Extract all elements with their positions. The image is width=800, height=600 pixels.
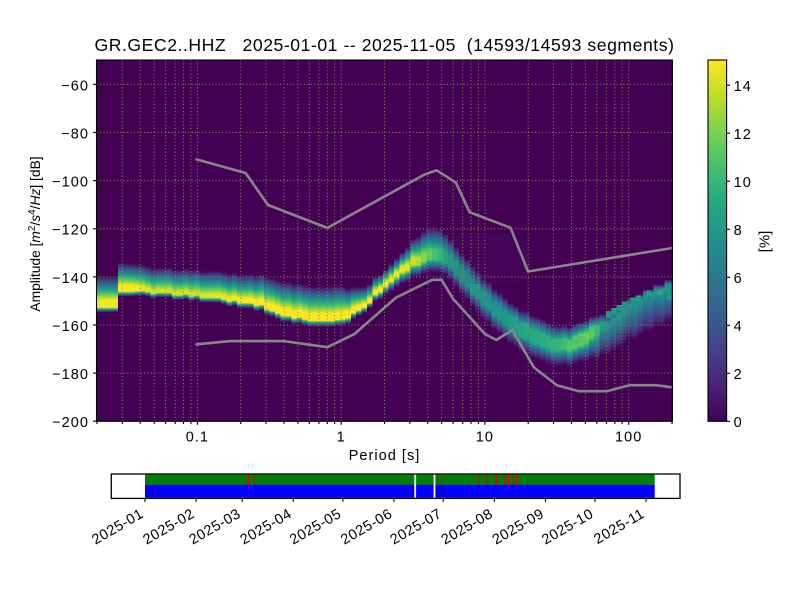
svg-text:−120: −120 (52, 223, 89, 239)
svg-text:−180: −180 (52, 367, 89, 383)
svg-text:6: 6 (734, 271, 743, 287)
svg-text:−140: −140 (52, 271, 89, 287)
svg-text:14: 14 (734, 79, 752, 95)
svg-text:−160: −160 (52, 319, 89, 335)
svg-text:−200: −200 (52, 415, 89, 431)
svg-text:8: 8 (734, 223, 743, 239)
svg-text:100: 100 (615, 429, 642, 445)
svg-text:10: 10 (734, 175, 752, 191)
svg-text:0.1: 0.1 (186, 429, 209, 445)
svg-text:Period [s]: Period [s] (349, 448, 421, 464)
svg-text:[%]: [%] (757, 231, 774, 253)
svg-text:−100: −100 (52, 175, 89, 191)
svg-text:4: 4 (734, 319, 743, 335)
svg-text:−60: −60 (61, 78, 89, 94)
svg-text:−80: −80 (61, 126, 89, 142)
svg-text:10: 10 (476, 429, 494, 445)
svg-text:1: 1 (337, 429, 346, 445)
svg-text:2: 2 (734, 367, 743, 383)
svg-text:GR.GEC2..HHZ 2025-01-01 -- 2: GR.GEC2..HHZ 2025-01-01 -- 2025-11-05 (1… (94, 35, 674, 55)
svg-text:12: 12 (734, 127, 752, 143)
svg-text:0: 0 (734, 415, 743, 431)
svg-text:Amplitude [m2/s4/Hz] [dB]: Amplitude [m2/s4/Hz] [dB] (27, 156, 43, 311)
